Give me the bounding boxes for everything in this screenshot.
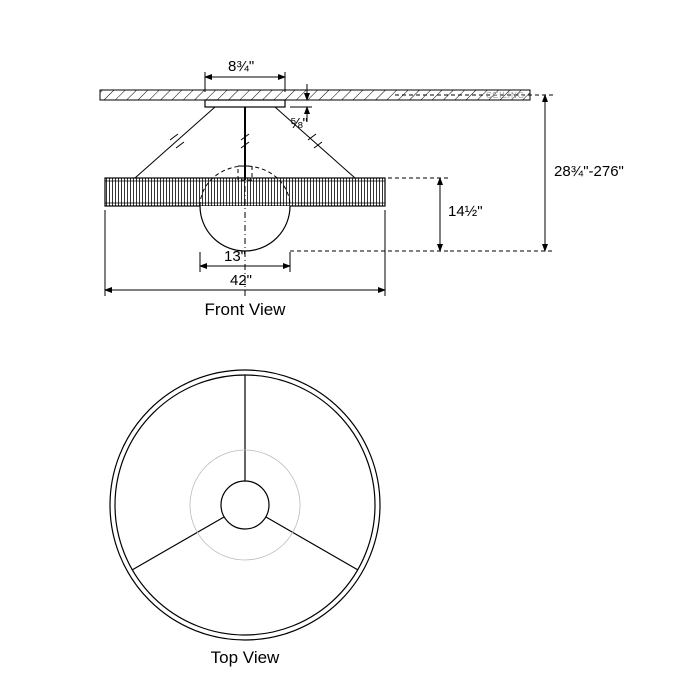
front-view-label: Front View <box>185 300 305 320</box>
dim-shade-width: 42" <box>230 272 252 289</box>
dim-total-height: 28¾"-276" <box>554 163 624 180</box>
top-view <box>110 370 380 640</box>
technical-drawing <box>0 0 700 700</box>
ceiling-text: CEILING <box>486 91 525 100</box>
top-view-label: Top View <box>185 648 305 668</box>
canopy <box>205 100 285 107</box>
dim-globe-width: 13" <box>224 248 246 265</box>
front-view <box>100 72 555 298</box>
dim-shade-height: 14½" <box>448 203 483 220</box>
dim-canopy-width: 8¾" <box>228 58 254 75</box>
dim-canopy-height: ⅝" <box>290 115 308 132</box>
